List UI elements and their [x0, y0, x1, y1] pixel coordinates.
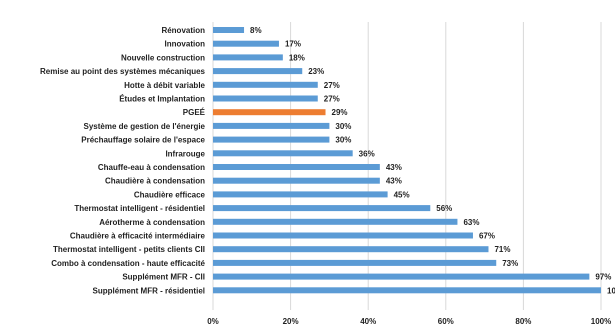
- bar-4: [213, 68, 303, 75]
- value-label-5: 27%: [324, 81, 340, 90]
- value-label-11: 43%: [386, 163, 402, 172]
- x-tick-label-20: 20%: [283, 317, 299, 326]
- value-label-6: 27%: [324, 95, 340, 104]
- category-label-18: Combo à condensation - haute efficacité: [51, 259, 205, 268]
- x-tick-label-80: 80%: [515, 317, 531, 326]
- bar-3: [213, 54, 283, 61]
- category-label-13: Chaudière efficace: [134, 190, 206, 199]
- bar-18: [213, 259, 497, 266]
- category-label-3: Nouvelle construction: [121, 53, 205, 62]
- value-label-16: 67%: [479, 232, 495, 241]
- category-label-17: Thermostat intelligent - petits clients …: [53, 245, 205, 254]
- x-axis-tick-labels: 0% 20% 40% 60% 80% 100%: [207, 317, 611, 326]
- value-label-12: 43%: [386, 177, 402, 186]
- bar-20: [213, 287, 601, 294]
- category-label-8: Système de gestion de l'énergie: [84, 122, 206, 131]
- value-label-15: 63%: [463, 218, 479, 227]
- category-label-19: Supplément MFR - CII: [122, 273, 205, 282]
- value-label-9: 30%: [335, 136, 351, 145]
- bar-7: [213, 109, 326, 116]
- category-label-12: Chaudière à condensation: [105, 177, 205, 186]
- bar-11: [213, 164, 380, 170]
- x-tick-label-100: 100%: [591, 317, 611, 326]
- category-label-6: Études et Implantation: [119, 95, 205, 104]
- category-label-9: Préchauffage solaire de l'espace: [81, 136, 205, 145]
- x-tick-label-0: 0%: [207, 317, 219, 326]
- value-label-19: 97%: [595, 273, 611, 282]
- bar-17: [213, 246, 489, 253]
- x-tick-label-40: 40%: [360, 317, 376, 326]
- value-label-17: 71%: [494, 245, 510, 254]
- category-label-5: Hotte à débit variable: [124, 81, 205, 90]
- value-labels: 8%17%18%23%27%27%29%30%30%36%43%43%45%56…: [250, 26, 615, 295]
- value-label-10: 36%: [359, 149, 375, 158]
- bar-19: [213, 273, 590, 280]
- value-label-13: 45%: [394, 190, 410, 199]
- bar-13: [213, 191, 388, 198]
- bar-10: [213, 150, 353, 157]
- category-labels: Rénovation Innovation Nouvelle constructio…: [40, 26, 206, 295]
- bar-15: [213, 218, 458, 225]
- category-label-16: Chaudière à efficacité intermédiaire: [70, 232, 206, 241]
- bar-6: [213, 95, 318, 102]
- category-label-2: Innovation: [165, 40, 206, 49]
- value-label-1: 8%: [250, 26, 262, 35]
- bar-2: [213, 40, 279, 47]
- bar-16: [213, 232, 473, 239]
- bar-12: [213, 177, 380, 184]
- bar-1: [213, 27, 245, 33]
- value-label-20: 100%: [607, 286, 615, 295]
- value-label-18: 73%: [502, 259, 518, 268]
- value-label-3: 18%: [289, 53, 305, 62]
- bar-9: [213, 136, 330, 143]
- x-tick-label-60: 60%: [438, 317, 454, 326]
- bar-14: [213, 205, 431, 212]
- value-label-7: 29%: [332, 108, 348, 117]
- category-label-7: PGEÉ: [183, 108, 206, 117]
- category-label-1: Rénovation: [161, 26, 205, 35]
- category-label-14: Thermostat intelligent - résidentiel: [74, 204, 205, 213]
- value-label-14: 56%: [436, 204, 452, 213]
- bar-8: [213, 122, 330, 129]
- category-label-11: Chauffe-eau à condensation: [98, 163, 205, 172]
- category-label-10: Infrarouge: [165, 149, 205, 158]
- bar-5: [213, 81, 318, 88]
- category-label-4: Remise au point des systèmes mécaniques: [40, 67, 206, 76]
- bars: [213, 27, 601, 294]
- category-label-20: Supplément MFR - résidentiel: [93, 286, 205, 295]
- value-label-8: 30%: [335, 122, 351, 131]
- value-label-4: 23%: [308, 67, 324, 76]
- value-label-2: 17%: [285, 40, 301, 49]
- category-label-15: Aérotherme à condensation: [99, 218, 205, 227]
